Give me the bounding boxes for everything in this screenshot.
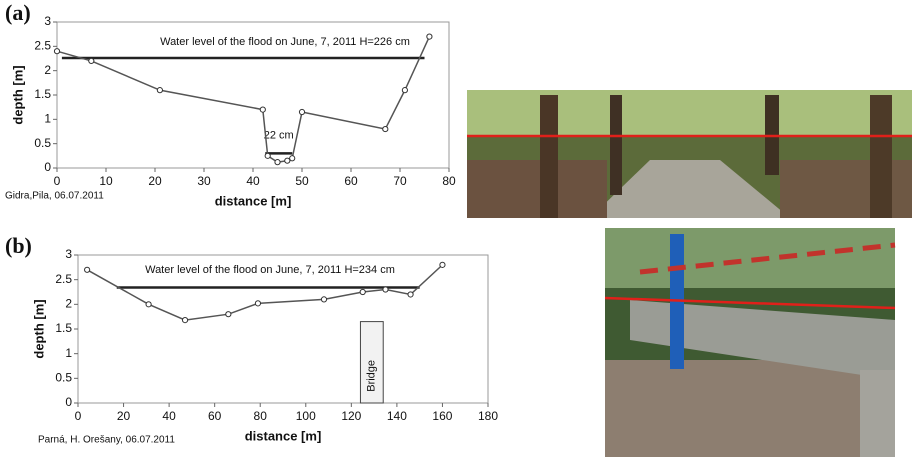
- bridge-label: Bridge: [366, 360, 378, 392]
- profile-point: [402, 88, 407, 93]
- x-tick-label: 70: [393, 174, 407, 188]
- x-tick-label: 160: [432, 409, 452, 423]
- profile-point: [255, 301, 260, 306]
- profile-point: [275, 160, 280, 165]
- y-tick-label: 1: [44, 112, 51, 126]
- x-tick-label: 10: [99, 174, 113, 188]
- x-tick-label: 0: [54, 174, 61, 188]
- profile-point: [321, 297, 326, 302]
- profile-point: [260, 107, 265, 112]
- photo-a: [467, 90, 912, 218]
- y-tick-label: 3: [44, 14, 51, 28]
- x-tick-label: 50: [295, 174, 309, 188]
- x-axis-label: distance [m]: [245, 428, 322, 443]
- x-tick-label: 140: [387, 409, 407, 423]
- y-tick-label: 2: [65, 297, 72, 311]
- profile-point: [299, 109, 304, 114]
- profile-point: [285, 158, 290, 163]
- profile-line: [57, 37, 429, 163]
- y-tick-label: 1.5: [34, 87, 51, 101]
- profile-point: [427, 34, 432, 39]
- plot-frame: [78, 255, 488, 403]
- y-tick-label: 1.5: [55, 321, 72, 335]
- profile-point: [383, 287, 388, 292]
- profile-point: [182, 318, 187, 323]
- y-tick-label: 3: [65, 247, 72, 261]
- profile-point: [265, 153, 270, 158]
- x-tick-label: 0: [75, 409, 82, 423]
- figure: (a) Gidra,Pila, 06.07.2011 distance [m] dep…: [0, 0, 912, 457]
- caption: Gidra,Pila, 06.07.2011: [5, 191, 104, 202]
- profile-point: [290, 156, 295, 161]
- profile-point: [440, 262, 445, 267]
- x-tick-label: 20: [148, 174, 162, 188]
- profile-point: [360, 289, 365, 294]
- x-tick-label: 80: [442, 174, 456, 188]
- annotation: Water level of the flood on June, 7, 201…: [160, 36, 410, 48]
- x-tick-label: 30: [197, 174, 211, 188]
- x-tick-label: 120: [341, 409, 361, 423]
- x-axis-label: distance [m]: [215, 193, 292, 208]
- caption: Parná, H. Orešany, 06.07.2011: [38, 435, 175, 446]
- x-tick-label: 100: [296, 409, 316, 423]
- x-tick-label: 60: [344, 174, 358, 188]
- depth-annotation: 22 cm: [264, 129, 294, 141]
- annotation: Water level of the flood on June, 7, 201…: [145, 264, 395, 276]
- x-tick-label: 40: [246, 174, 260, 188]
- y-tick-label: 0.5: [34, 136, 51, 150]
- y-tick-label: 0.5: [55, 371, 72, 385]
- profile-point: [89, 58, 94, 63]
- profile-point: [408, 292, 413, 297]
- y-axis-label: depth [m]: [31, 299, 46, 358]
- x-tick-label: 80: [254, 409, 268, 423]
- x-tick-label: 20: [117, 409, 131, 423]
- profile-point: [383, 126, 388, 131]
- profile-point: [85, 267, 90, 272]
- x-tick-label: 60: [208, 409, 222, 423]
- profile-point: [226, 312, 231, 317]
- panel-label: (a): [5, 0, 31, 25]
- y-tick-label: 2.5: [34, 39, 51, 53]
- profile-point: [146, 302, 151, 307]
- y-tick-label: 1: [65, 346, 72, 360]
- photo-b: [605, 228, 895, 457]
- x-tick-label: 180: [478, 409, 498, 423]
- y-tick-label: 2.5: [55, 272, 72, 286]
- y-axis-label: depth [m]: [10, 65, 25, 124]
- profile-point: [54, 49, 59, 54]
- y-tick-label: 0: [65, 395, 72, 409]
- y-tick-label: 0: [44, 160, 51, 174]
- panel-label: (b): [5, 233, 32, 258]
- profile-point: [157, 88, 162, 93]
- y-tick-label: 2: [44, 63, 51, 77]
- x-tick-label: 40: [162, 409, 176, 423]
